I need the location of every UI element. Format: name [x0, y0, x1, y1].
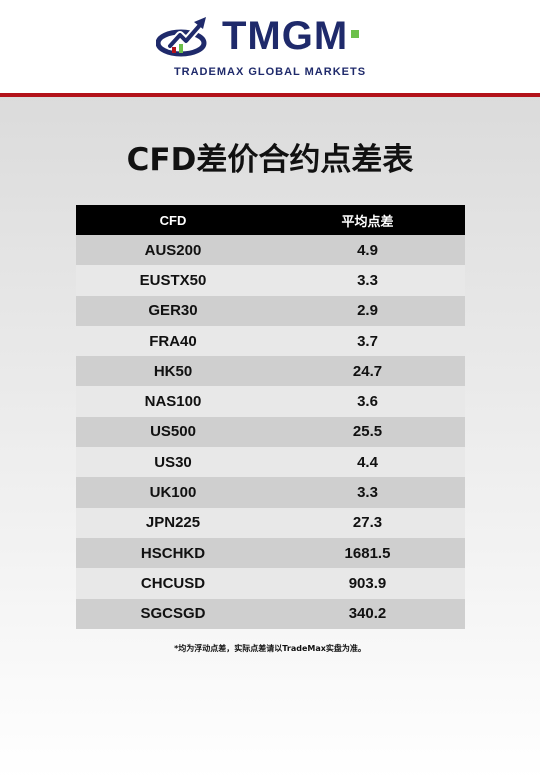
average-spread-cell: 903.9 [348, 574, 387, 592]
cfd-symbol-cell: US500 [150, 423, 196, 441]
table-row: HSCHKD 1681.5 [76, 537, 465, 569]
brand-name: TMGM [222, 14, 349, 58]
table-row: SGCSGD 340.2 [76, 598, 465, 629]
table-row: JPN225 27.3 [76, 507, 465, 538]
cfd-symbol-cell: EUSTX50 [139, 271, 207, 289]
table-row: GER30 2.9 [76, 295, 465, 326]
table-row: HK50 24.7 [76, 356, 465, 387]
cfd-symbol-cell: JPN225 [145, 514, 201, 532]
column-header-cfd: CFD [159, 212, 187, 228]
average-spread-cell: 4.9 [357, 241, 378, 259]
table-row: EUSTX50 3.3 [76, 265, 465, 296]
table-header: CFD 平均点差 [76, 205, 465, 235]
table-row: NAS100 3.6 [76, 386, 465, 417]
average-spread-cell: 3.7 [357, 332, 378, 350]
table-row: AUS200 4.9 [76, 235, 465, 266]
table-row: FRA40 3.7 [76, 325, 465, 357]
table-row: CHCUSD 903.9 [76, 568, 465, 599]
average-spread-cell: 1681.5 [344, 544, 391, 562]
cfd-symbol-cell: US30 [154, 453, 192, 471]
table-row: US500 25.5 [76, 416, 465, 448]
average-spread-cell: 340.2 [348, 605, 387, 623]
table-row: US30 4.4 [76, 447, 465, 478]
average-spread-cell: 4.4 [357, 453, 378, 471]
cfd-symbol-cell: HSCHKD [140, 544, 206, 562]
footnote: *均为浮动点差，实际点差请以TradeMax实盘为准。 [174, 644, 366, 653]
cfd-symbol-cell: NAS100 [144, 393, 202, 411]
cfd-symbol-cell: GER30 [148, 302, 198, 320]
cfd-symbol-cell: HK50 [153, 362, 193, 380]
average-spread-cell: 3.6 [357, 393, 378, 411]
brand-dot [351, 30, 360, 38]
average-spread-cell: 2.9 [357, 302, 378, 320]
bull-chart-logo-icon [156, 17, 207, 57]
table-row: UK100 3.3 [76, 477, 465, 508]
tagline: TRADEMAX GLOBAL MARKETS [173, 66, 367, 78]
logo: TMGM [156, 12, 360, 60]
average-spread-cell: 3.3 [357, 271, 378, 289]
cfd-symbol-cell: UK100 [149, 484, 197, 502]
page-title: CFD差价合约点差表 [126, 142, 414, 178]
cfd-symbol-cell: AUS200 [144, 241, 202, 259]
spread-table: CFD 平均点差 AUS200 4.9 EUSTX50 3.3 GER30 2.9 FRA4… [76, 205, 465, 629]
cfd-symbol-cell: FRA40 [149, 332, 197, 350]
table-body: AUS200 4.9 EUSTX50 3.3 GER30 2.9 FRA40 3.7 HK50 2… [76, 235, 465, 629]
cfd-symbol-cell: SGCSGD [140, 605, 206, 623]
average-spread-cell: 27.3 [352, 514, 383, 532]
average-spread-cell: 24.7 [352, 362, 383, 380]
cfd-symbol-cell: CHCUSD [140, 574, 206, 592]
header-divider [0, 93, 540, 97]
average-spread-cell: 3.3 [357, 484, 378, 502]
average-spread-cell: 25.5 [352, 423, 383, 441]
column-header-spread: 平均点差 [341, 213, 394, 229]
header: TMGM TRADEMAX GLOBAL MARKETS [0, 0, 540, 93]
